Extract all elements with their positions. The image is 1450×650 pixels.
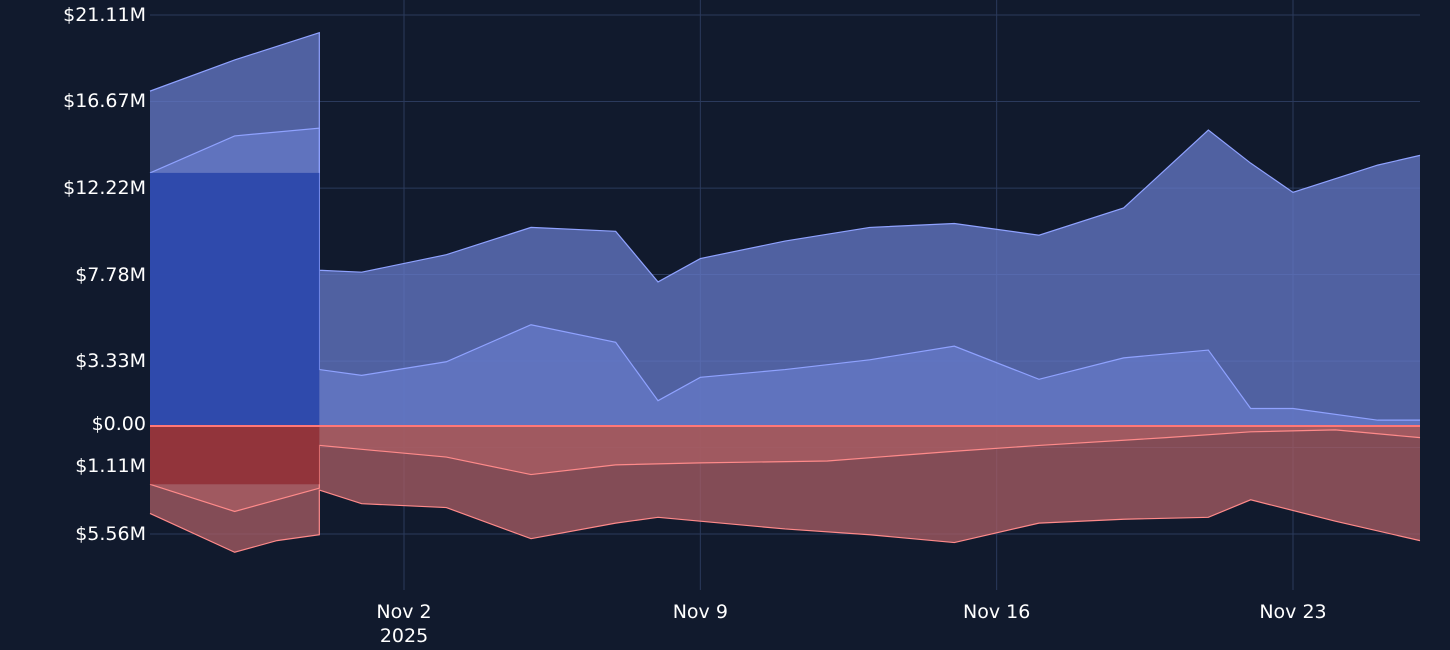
y-tick-label: $7.78M bbox=[75, 263, 146, 286]
series-4-line bbox=[149, 429, 1421, 513]
series-1-fill bbox=[150, 32, 1420, 427]
early-positive-block bbox=[150, 172, 320, 426]
plot-area bbox=[149, 31, 1421, 553]
x-tick-label: Nov 16 bbox=[963, 601, 1031, 623]
y-tick-label: $5.56M bbox=[75, 523, 146, 545]
series-4-fill bbox=[150, 426, 1420, 512]
y-tick-label: $16.67M bbox=[63, 90, 146, 113]
y-tick-label: $0.00 bbox=[91, 413, 146, 435]
x-tick-label: Nov 23 bbox=[1259, 601, 1327, 623]
early-negative-block bbox=[150, 426, 320, 485]
y-tick-label: $1.11M bbox=[75, 454, 146, 477]
y-tick-label: $21.11M bbox=[63, 4, 146, 26]
y-tick-label: $12.22M bbox=[63, 177, 146, 200]
series-3-line bbox=[149, 489, 1421, 553]
y-tick-label: $3.33M bbox=[75, 350, 146, 373]
x-tick-label: Nov 9 bbox=[672, 601, 728, 623]
series-1-line bbox=[149, 31, 1421, 283]
series-2-line bbox=[149, 127, 1420, 421]
x-tick-label: Nov 2 2025 bbox=[376, 601, 432, 647]
